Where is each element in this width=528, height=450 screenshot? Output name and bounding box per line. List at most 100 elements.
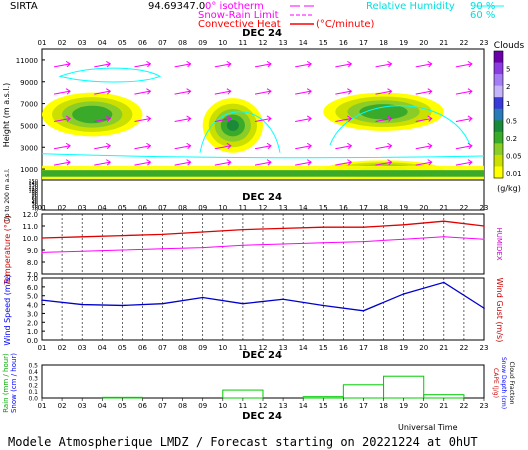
series-line (41, 281, 485, 312)
y-tick-label: 2.0 (27, 319, 38, 327)
x-tick-label: 17 (359, 204, 368, 212)
wind-plot-area (41, 277, 485, 341)
x-tick-label: 23 (480, 344, 489, 352)
wind-arrow (134, 159, 152, 166)
wind-arrow (335, 88, 353, 95)
rain-tick-label: 0.2 (28, 382, 38, 389)
height-tick-label: 1000 (20, 166, 38, 174)
coords-label: 94.69347.0 (148, 1, 205, 12)
y-tick-label: 12.0 (22, 211, 38, 219)
colorbar-swatch (494, 97, 503, 110)
series-point (161, 248, 164, 250)
rain-tick-label: 0.3 (28, 376, 38, 383)
colorbar-title: Clouds (494, 41, 525, 51)
x-tick-label: 13 (279, 402, 288, 410)
rh-contour (199, 111, 281, 153)
wind-arrow (375, 159, 393, 166)
x-tick-label: 15 (319, 402, 328, 410)
x-tick-label: 11 (238, 39, 247, 47)
cloud-blob (226, 119, 239, 131)
y-tick-label: 4.0 (27, 302, 38, 310)
gust-axis-label: Wind Gust (m/s) (495, 278, 504, 343)
x-tick-label: 02 (58, 344, 67, 352)
low-tick-label: 140 (28, 181, 38, 187)
colorbar-swatch (494, 51, 503, 64)
x-tick-label: 04 (98, 344, 107, 352)
x-tick-label: 12 (259, 402, 268, 410)
wind-arrow (335, 159, 353, 166)
rain-panel: 0.50.40.30.20.10.0 01 02 03 04 05 06 07 08 09 10 1… (2, 353, 515, 432)
colorbar-swatch (494, 85, 503, 98)
x-tick-label: 20 (419, 204, 428, 212)
series-point (362, 226, 365, 228)
wind-arrow (53, 60, 71, 68)
series-point (201, 246, 204, 249)
x-tick-label: 17 (359, 402, 368, 410)
y-tick-label: 0.0 (27, 337, 38, 345)
x-tick-label: 03 (78, 344, 87, 352)
x-tick-label: 13 (279, 344, 288, 352)
wind-arrow (335, 142, 353, 150)
series-line (41, 236, 485, 253)
x-tick-label: 09 (198, 402, 207, 410)
series-point (443, 236, 445, 238)
wind-arrow (295, 60, 312, 68)
wind-arrow (53, 142, 71, 150)
wind-arrow (214, 115, 232, 122)
wind-arrow (375, 60, 393, 68)
series-line (41, 220, 485, 239)
wind-axis-label: Wind Speed (m/s) (3, 274, 12, 345)
colorbar-swatch (494, 120, 503, 133)
wind-arrow (455, 88, 473, 95)
series-point (161, 302, 164, 305)
wind-arrow (415, 115, 433, 122)
x-tick-label: 20 (419, 344, 428, 352)
x-tick-label: 07 (158, 204, 167, 212)
cloud-blob (72, 105, 113, 124)
wind-arrow (174, 115, 192, 122)
legend-rh-90: 90 % (470, 1, 495, 12)
cloud-blob (359, 104, 408, 120)
x-ticks-wind: 01 02 03 04 05 06 07 08 09 10 11 12 13 14 15 16 17 18 19 20… (38, 344, 489, 352)
wind-arrow (455, 60, 473, 68)
site-label: SIRTA (10, 1, 38, 12)
wind-arrow (335, 115, 353, 122)
x-tick-label: 20 (419, 39, 428, 47)
wind-arrow (295, 142, 312, 150)
colorbar-tick-label: 0.2 (506, 135, 517, 143)
rh-contour (58, 67, 162, 83)
x-tick-label: 01 (38, 344, 47, 352)
wind-arrow (174, 88, 192, 95)
low-tick-label: 10 (32, 206, 38, 212)
x-tick-label: 21 (439, 204, 448, 212)
x-tick-label: 02 (58, 204, 67, 212)
series-point (121, 234, 124, 237)
x-tick-label: 16 (339, 344, 348, 352)
low-tick-label: 20 (32, 204, 38, 210)
wind-panel: 01 02 03 04 05 06 07 08 09 10 11 12 13 14 15 16 17 18 19 20… (3, 274, 504, 361)
cloud-panel: DEC 24 01 02 03 04 05 06 07 08 09 10 11 12 13 14 15 16 1… (2, 28, 525, 222)
y-tick-label: 10.0 (22, 235, 38, 243)
x-tick-label: 08 (178, 39, 187, 47)
series-point (242, 228, 244, 231)
x-tick-label: 08 (178, 402, 187, 410)
height-axis-label: Height (m a.s.l.) (2, 83, 11, 148)
wind-arrow (295, 115, 312, 122)
x-tick-label: 11 (238, 204, 247, 212)
wind-arrow (214, 142, 232, 150)
x-tick-label: 18 (379, 39, 388, 47)
series-point (282, 243, 284, 245)
series-point (81, 303, 83, 306)
x-tick-label: 19 (399, 344, 408, 352)
low-tick-label: 110 (28, 187, 38, 193)
wind-ticks: 7.06.05.04.03.02.01.00.0 (27, 275, 45, 345)
snow-axis-label: Snow (cm / hour) (10, 353, 18, 413)
height-tick-label: 5000 (20, 122, 38, 130)
height-tick-label: 3000 (20, 144, 38, 152)
low-tick-label: 130 (28, 183, 38, 189)
x-tick-label: 03 (78, 402, 87, 410)
series-point (41, 251, 43, 254)
x-tick-label: 07 (158, 402, 167, 410)
y-tick-label: 7.0 (27, 275, 38, 283)
